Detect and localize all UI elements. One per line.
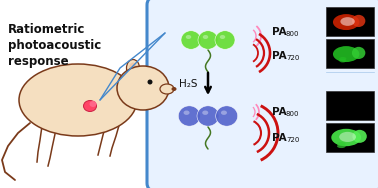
Text: PA: PA: [272, 51, 287, 61]
Ellipse shape: [339, 132, 356, 142]
Bar: [326, 39, 374, 68]
Ellipse shape: [202, 111, 208, 115]
Text: Ratiometric
photoacoustic
response: Ratiometric photoacoustic response: [8, 23, 101, 68]
Ellipse shape: [333, 14, 359, 30]
FancyBboxPatch shape: [147, 0, 378, 188]
Ellipse shape: [197, 106, 219, 126]
Text: 720: 720: [286, 55, 299, 61]
Ellipse shape: [90, 101, 96, 107]
Ellipse shape: [352, 47, 366, 59]
Ellipse shape: [19, 64, 137, 136]
Ellipse shape: [216, 106, 238, 126]
Ellipse shape: [352, 130, 367, 143]
Ellipse shape: [198, 31, 218, 49]
Bar: [326, 7, 374, 36]
Ellipse shape: [129, 62, 137, 74]
Text: 800: 800: [286, 111, 299, 117]
Ellipse shape: [117, 66, 169, 110]
Ellipse shape: [184, 111, 190, 115]
Ellipse shape: [160, 84, 174, 94]
Ellipse shape: [337, 144, 345, 148]
Text: 720: 720: [286, 137, 299, 143]
Ellipse shape: [178, 106, 200, 126]
Ellipse shape: [339, 57, 346, 61]
Ellipse shape: [341, 17, 355, 26]
Circle shape: [147, 80, 152, 84]
Ellipse shape: [331, 129, 361, 146]
Ellipse shape: [337, 142, 345, 146]
Text: PA: PA: [272, 107, 287, 117]
Ellipse shape: [127, 59, 139, 77]
Text: PA: PA: [272, 133, 287, 143]
Ellipse shape: [181, 31, 201, 49]
Text: 800: 800: [286, 31, 299, 37]
Ellipse shape: [221, 111, 227, 115]
Bar: [326, 91, 374, 120]
Bar: [326, 123, 374, 152]
Ellipse shape: [352, 15, 366, 27]
Ellipse shape: [220, 35, 225, 39]
Text: PA: PA: [272, 27, 287, 37]
Ellipse shape: [84, 101, 96, 111]
Ellipse shape: [339, 59, 346, 62]
Ellipse shape: [203, 35, 208, 39]
Text: H₂S: H₂S: [180, 79, 198, 89]
Ellipse shape: [172, 87, 177, 91]
Ellipse shape: [333, 46, 359, 62]
Ellipse shape: [215, 31, 235, 49]
Ellipse shape: [186, 35, 191, 39]
